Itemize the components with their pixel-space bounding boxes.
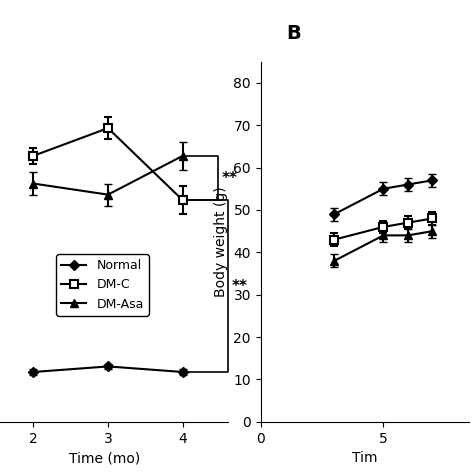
Text: B: B [286,24,301,43]
Legend: Normal, DM-C, DM-Asa: Normal, DM-C, DM-Asa [56,254,149,316]
Y-axis label: Body weight (g): Body weight (g) [214,186,228,297]
Text: **: ** [231,279,247,293]
Text: **: ** [221,171,237,185]
X-axis label: Tim: Tim [352,451,378,465]
X-axis label: Time (mo): Time (mo) [69,451,140,465]
